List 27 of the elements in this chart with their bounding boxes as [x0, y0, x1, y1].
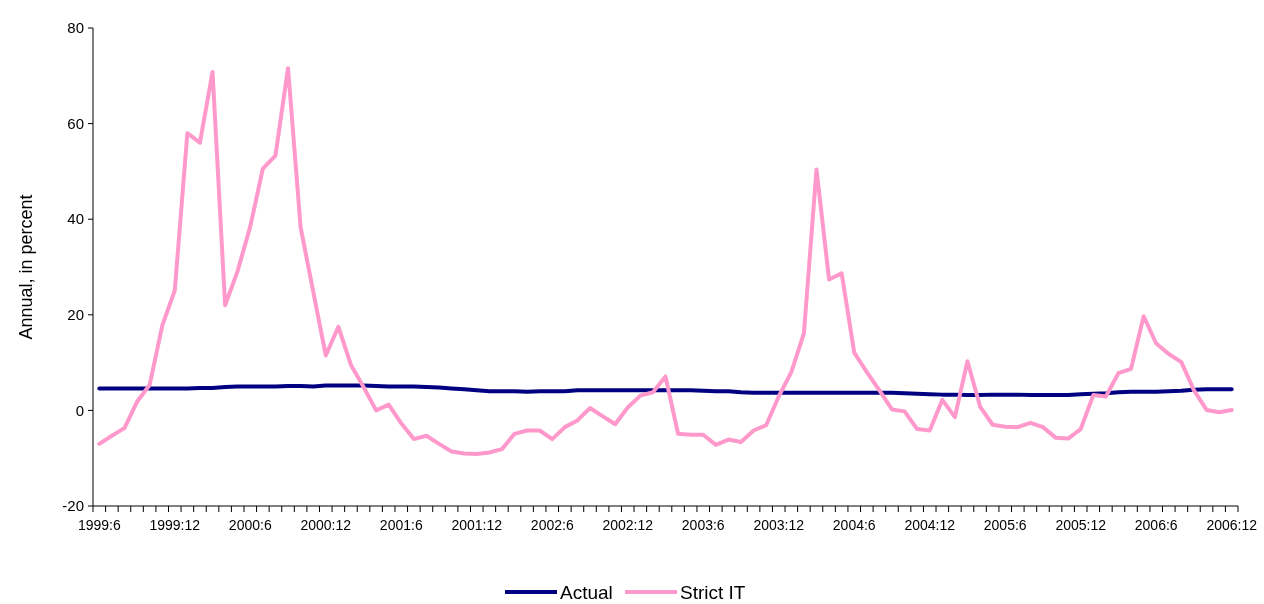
- y-tick-label: 80: [67, 19, 84, 37]
- x-tick-label: 2003:6: [681, 517, 725, 533]
- x-tick-label: 2006:6: [1134, 517, 1178, 533]
- y-tick-label: 60: [67, 114, 84, 132]
- y-tick-label: 0: [75, 401, 84, 419]
- x-tick-label: 2001:6: [379, 517, 423, 533]
- y-tick-label: 20: [67, 306, 84, 324]
- x-tick-label: 2002:12: [602, 517, 654, 533]
- x-tick-label: 2000:6: [228, 517, 272, 533]
- x-tick-label: 2002:6: [530, 517, 574, 533]
- x-tick-label: 2004:12: [904, 517, 956, 533]
- y-tick-label: 40: [67, 210, 84, 228]
- line-series: [97, 383, 1234, 398]
- x-tick-label: 2005:12: [1055, 517, 1107, 533]
- x-tick-label: 2003:12: [753, 517, 805, 533]
- x-tick-label: 2001:12: [451, 517, 503, 533]
- y-axis-title: Annual, in percent: [16, 194, 36, 340]
- y-tick-label: -20: [62, 497, 84, 515]
- x-tick-label: 2006:12: [1206, 517, 1258, 533]
- x-tick-label: 1999:6: [77, 517, 121, 533]
- line-series: [97, 66, 1234, 456]
- legend-label: Strict IT: [680, 581, 746, 603]
- x-tick-label: 2005:6: [983, 517, 1027, 533]
- legend-label: Actual: [560, 581, 613, 603]
- x-tick-label: 1999:12: [149, 517, 201, 533]
- x-tick-label: 2000:12: [300, 517, 352, 533]
- x-tick-label: 2004:6: [832, 517, 876, 533]
